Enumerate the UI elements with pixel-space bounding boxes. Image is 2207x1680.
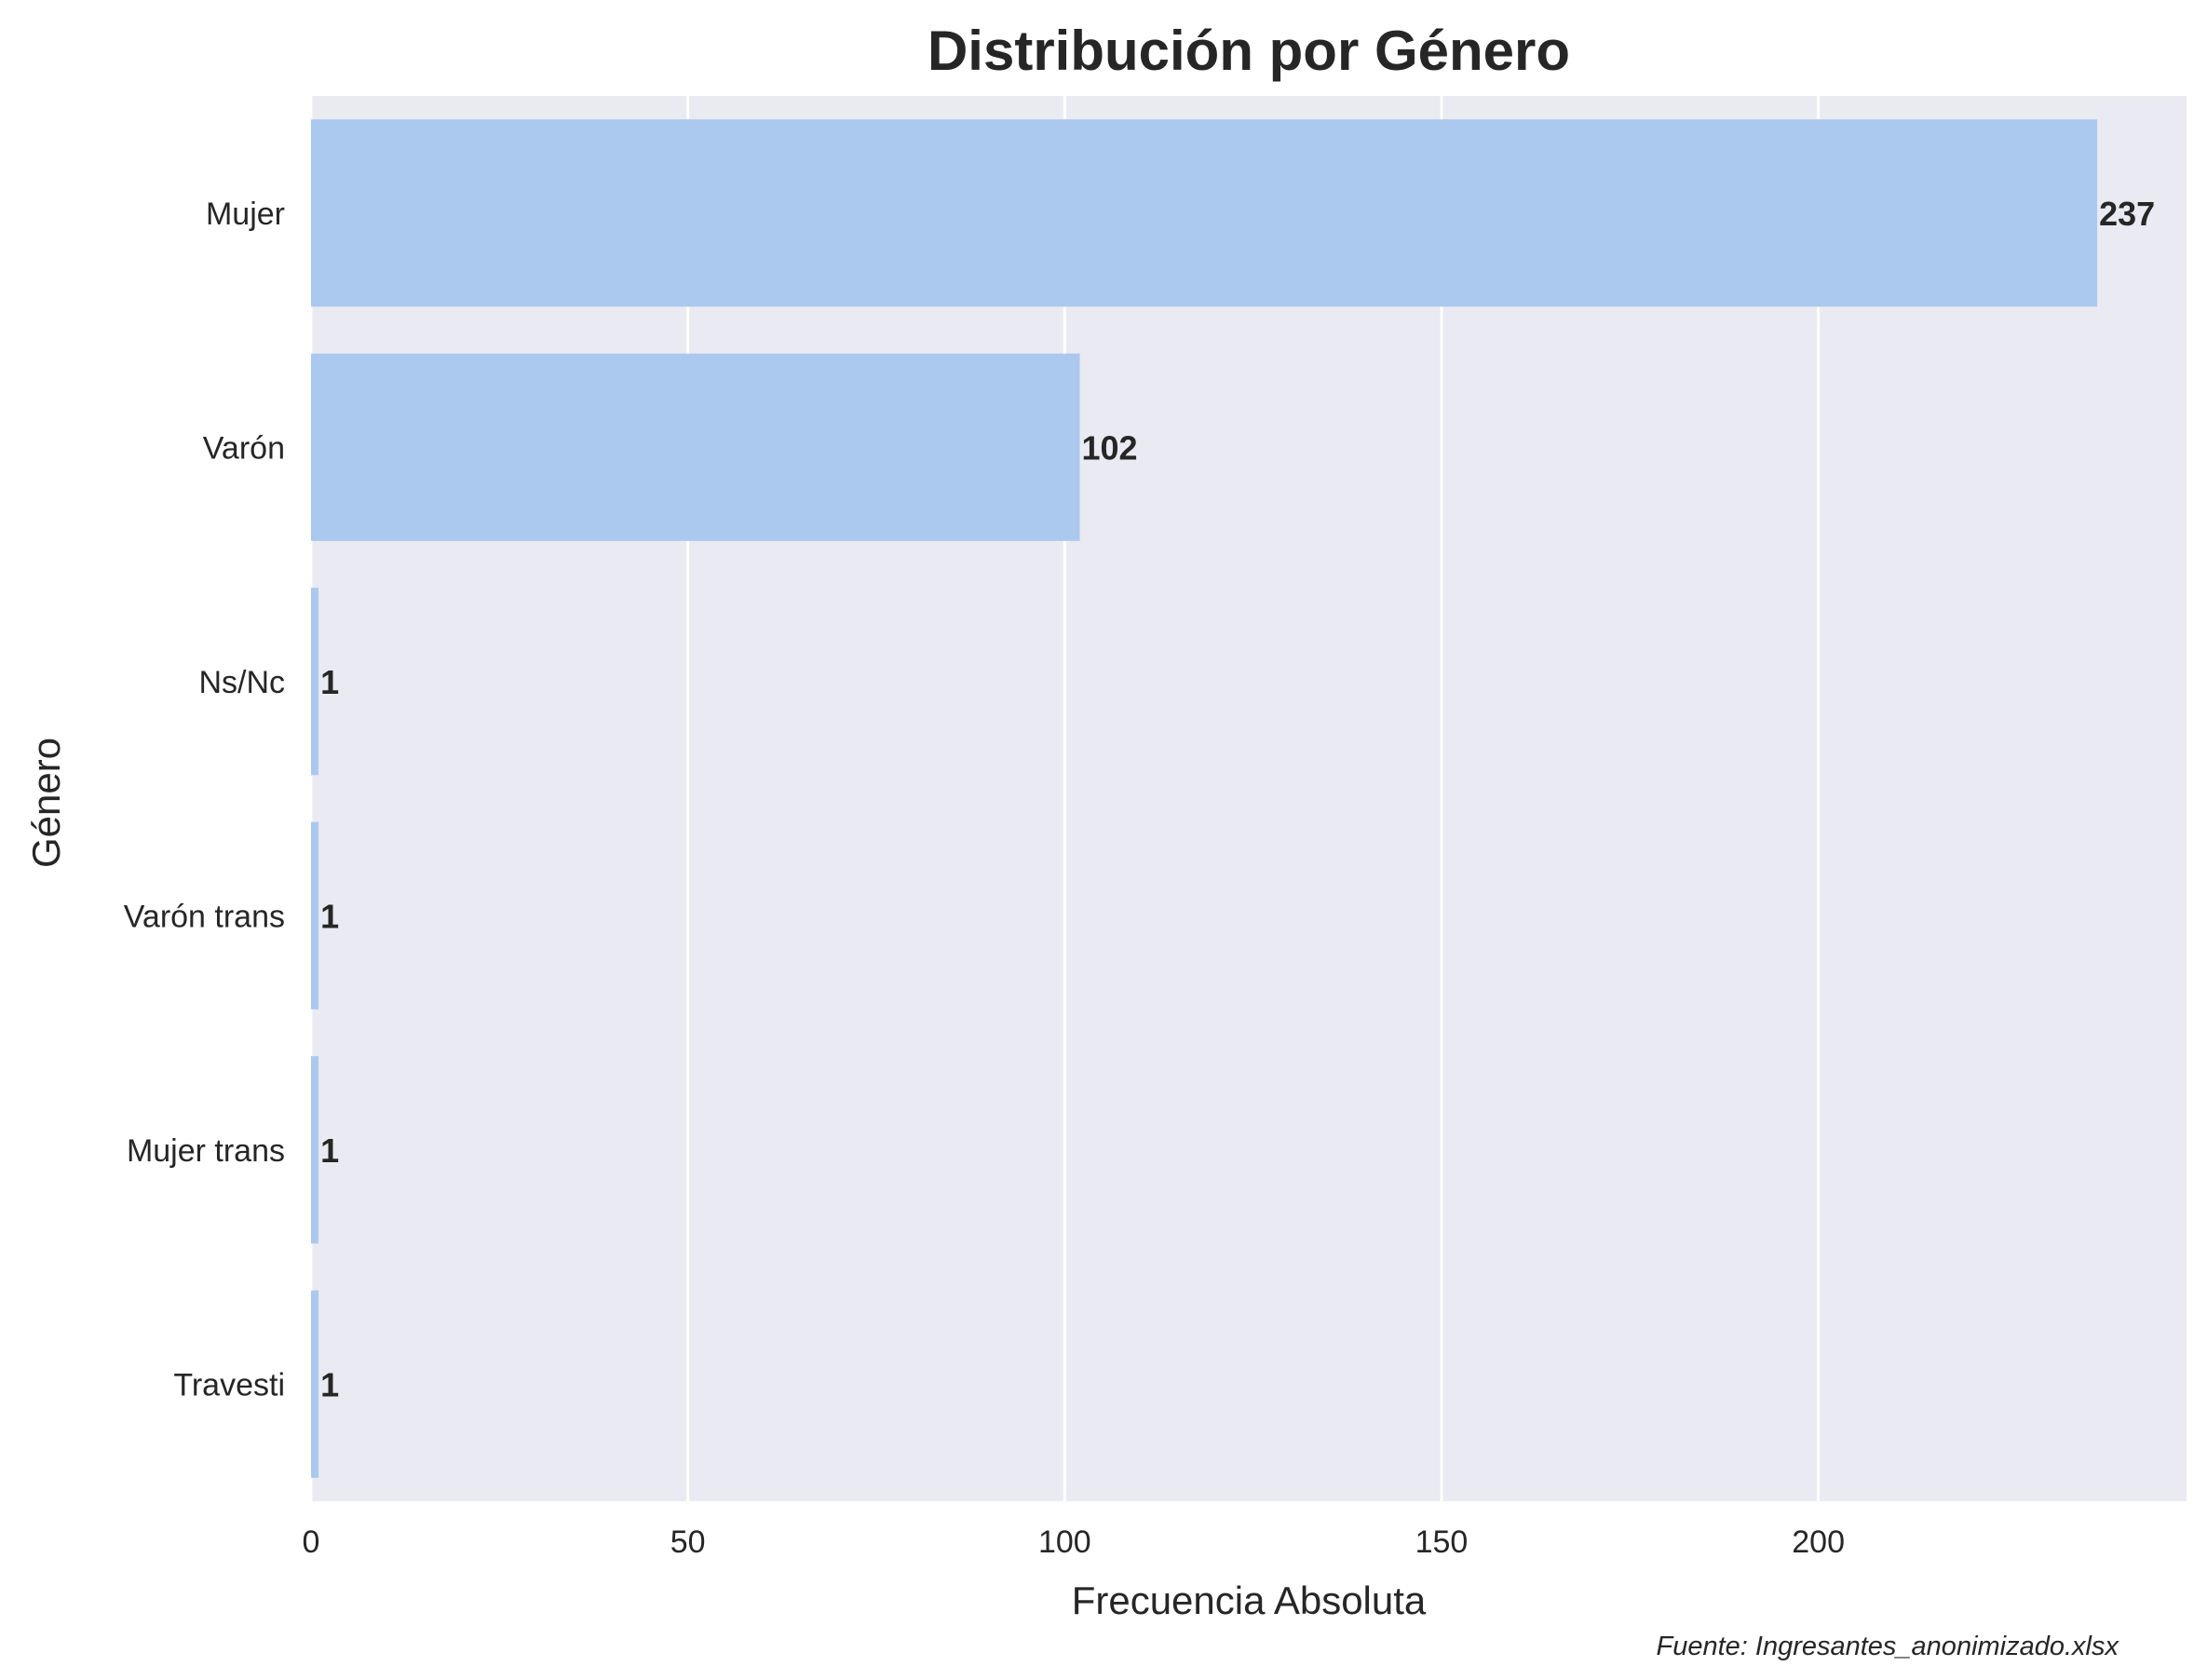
grid-lines — [309, 96, 1821, 1501]
bar — [311, 119, 2098, 307]
bar — [311, 821, 319, 1009]
bar-value-label: 1 — [320, 1365, 339, 1403]
data-labels: 237 102 1 1 1 1 — [320, 195, 2155, 1404]
y-tick-label: Mujer trans — [127, 1133, 285, 1169]
y-tick-label: Varón — [203, 430, 285, 466]
bar-value-label: 1 — [320, 663, 339, 701]
bar-value-label: 1 — [320, 1131, 339, 1170]
x-tick-label: 150 — [1415, 1524, 1469, 1560]
source-note: Fuente: Ingresantes_anonimizado.xlsx — [1656, 1632, 2119, 1661]
bar-value-label: 237 — [2099, 195, 2155, 233]
bar-value-label: 1 — [320, 897, 339, 935]
x-tick-labels: 0 50 100 150 200 — [303, 1524, 1845, 1560]
bar — [311, 1056, 319, 1244]
x-tick-label: 200 — [1792, 1524, 1845, 1560]
bar — [311, 588, 319, 776]
x-tick-label: 100 — [1038, 1524, 1091, 1560]
x-axis-label: Frecuencia Absoluta — [1072, 1578, 1427, 1622]
y-tick-labels: Mujer Varón Ns/Nc Varón trans Mujer trans Tra… — [124, 196, 285, 1403]
bar — [311, 1290, 319, 1478]
y-tick-label: Ns/Nc — [198, 665, 285, 700]
bars — [311, 119, 2098, 1478]
y-tick-label: Mujer — [206, 196, 285, 232]
x-tick-label: 0 — [303, 1524, 320, 1560]
bar-value-label: 102 — [1082, 428, 1138, 467]
chart-title: Distribución por Género — [927, 20, 1570, 82]
plot-background — [311, 96, 2187, 1501]
y-tick-label: Travesti — [173, 1367, 285, 1402]
bar — [311, 353, 1080, 541]
y-axis-label: Género — [24, 738, 68, 868]
x-tick-label: 50 — [670, 1524, 706, 1560]
y-tick-label: Varón trans — [124, 899, 285, 934]
